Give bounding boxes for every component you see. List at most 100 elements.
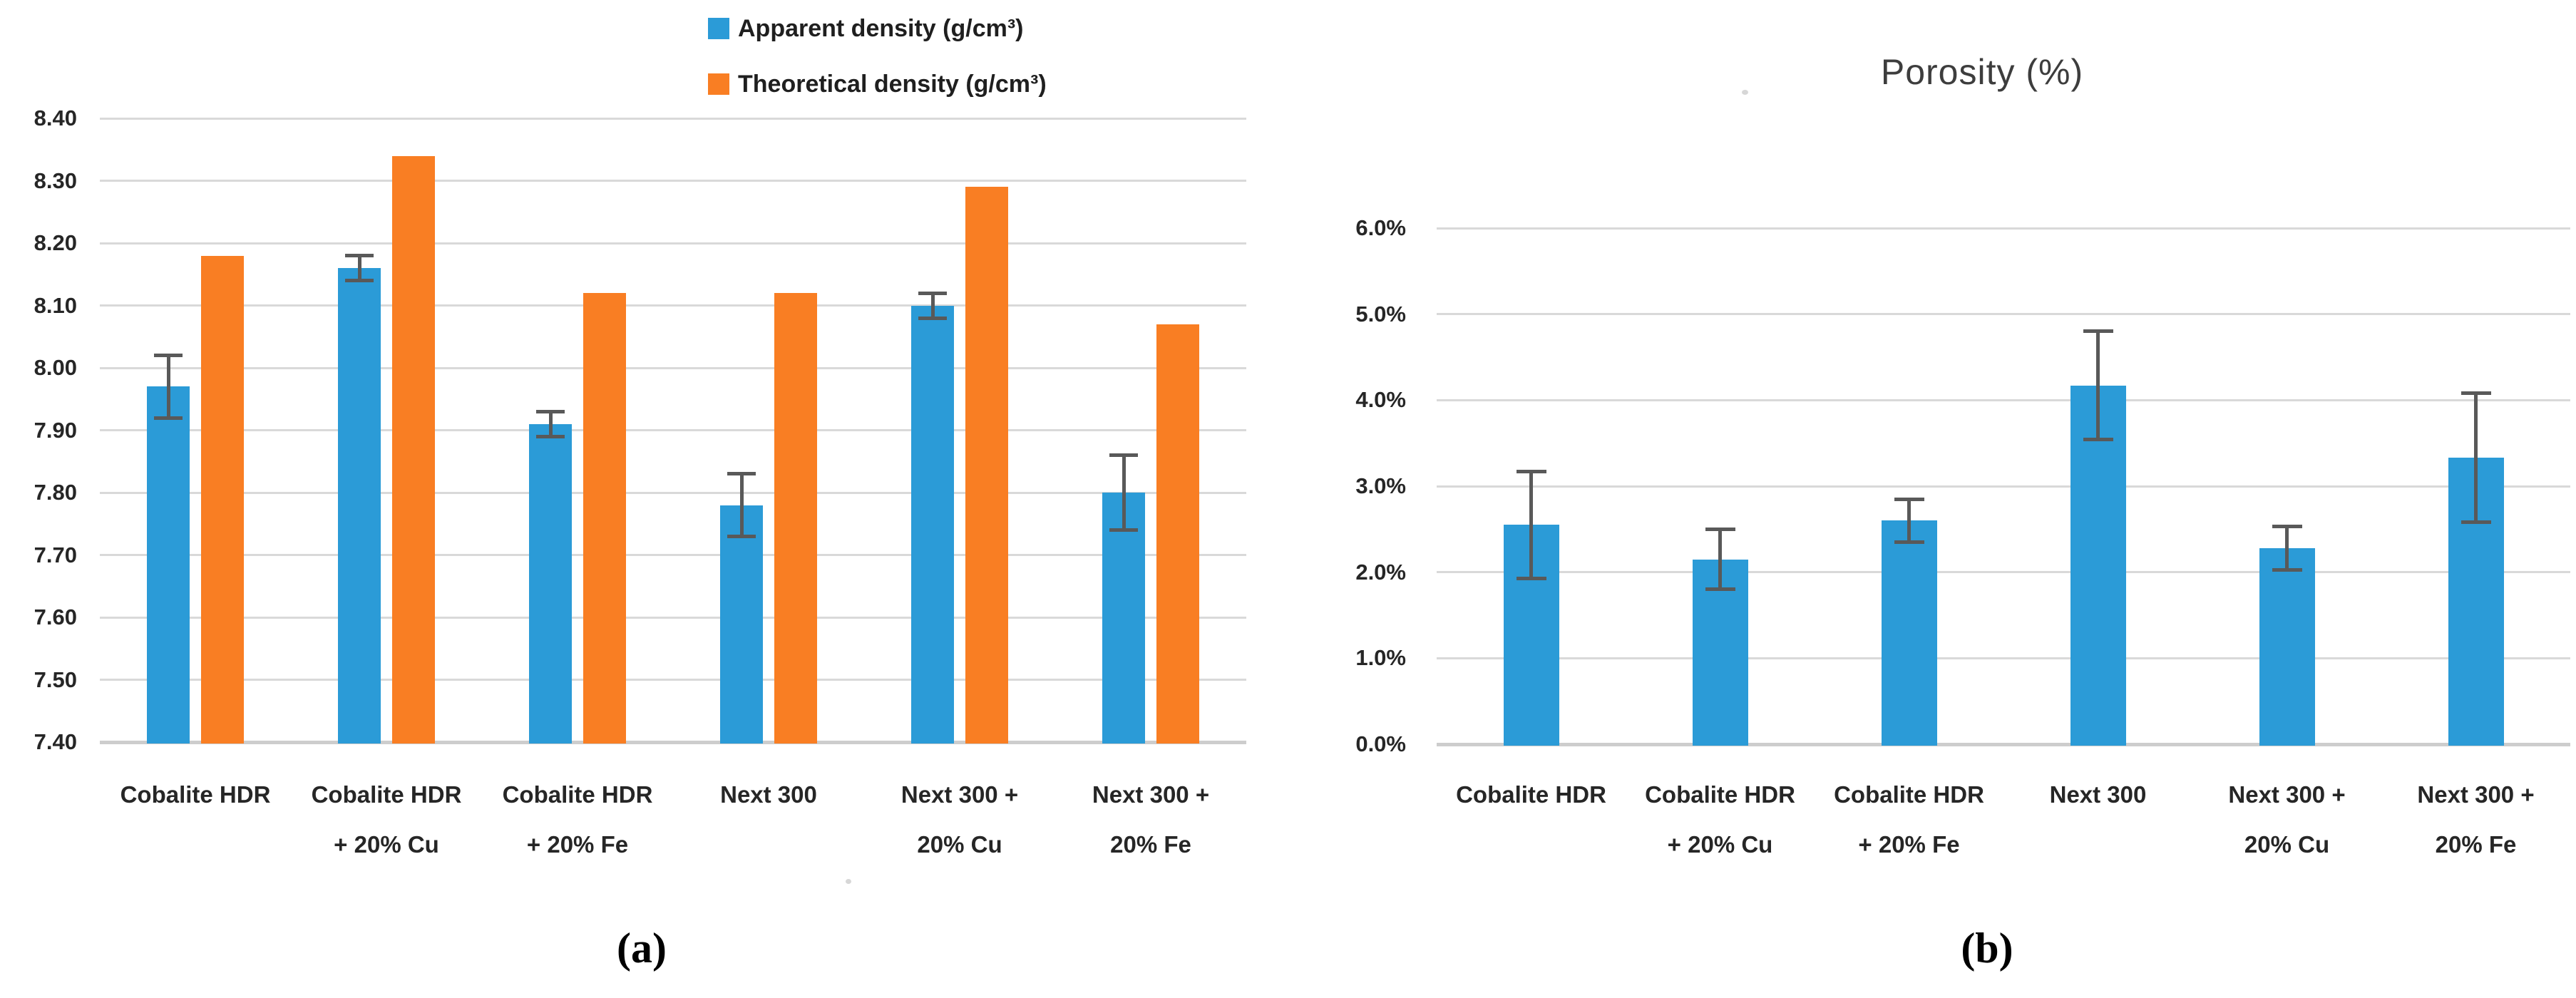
- category-label-line: Next 300 +: [1092, 781, 1210, 808]
- error-bar-cap: [2460, 391, 2491, 396]
- category-label-line: Next 300: [720, 781, 817, 808]
- y-tick-label: 7.90: [34, 417, 77, 443]
- y-tick-label: 1.0%: [1355, 645, 1406, 671]
- category-label: Next 300: [673, 770, 864, 820]
- legend-label-theoretical-density: Theoretical density (g/cm³): [738, 70, 1047, 98]
- bar: [338, 268, 381, 744]
- error-bar-cap: [1109, 453, 1138, 457]
- error-bar: [548, 411, 553, 437]
- error-bar-cap: [536, 434, 565, 438]
- y-tick-label: 5.0%: [1355, 301, 1406, 326]
- gridline: [1437, 398, 2570, 401]
- error-bar-cap: [1109, 528, 1138, 532]
- category-label: Cobalite HDR + 20% Fe: [1815, 770, 2003, 870]
- bar: [583, 293, 626, 744]
- bar: [1156, 324, 1199, 744]
- category-label-line: + 20% Fe: [526, 831, 629, 858]
- error-bar-cap: [1894, 497, 1924, 501]
- bar: [1881, 520, 1937, 746]
- error-bar-cap: [2460, 520, 2491, 525]
- category-label-line: Cobalite HDR: [1456, 781, 1606, 808]
- category-label-line: 20% Cu: [917, 831, 1002, 858]
- error-bar: [1122, 455, 1126, 530]
- bar: [392, 155, 435, 744]
- error-bar: [1718, 529, 1722, 590]
- gridline: [100, 616, 1246, 619]
- legend-label-apparent-density: Apparent density (g/cm³): [738, 14, 1024, 42]
- x-axis-line: [1437, 742, 2570, 746]
- category-label-line: Next 300 +: [2228, 781, 2346, 808]
- category-label-line: Next 300 +: [900, 781, 1019, 808]
- category-label: Next 300: [2003, 770, 2192, 820]
- category-label-line: + 20% Fe: [1858, 831, 1960, 858]
- y-tick-label: 8.40: [34, 106, 77, 130]
- error-bar-cap: [1705, 527, 1735, 531]
- error-bar-cap: [2272, 567, 2302, 572]
- category-label: Next 300 + 20% Fe: [1055, 770, 1246, 870]
- category-label: Cobalite HDR: [100, 770, 291, 820]
- legend: Apparent density (g/cm³) Theoretical den…: [708, 13, 1047, 100]
- error-bar-cap: [727, 534, 756, 538]
- gridline: [1437, 313, 2570, 316]
- category-label-line: Cobalite HDR: [311, 781, 462, 808]
- caption-b: (b): [1961, 925, 2013, 972]
- gridline: [1437, 227, 2570, 230]
- category-label-line: Cobalite HDR: [502, 781, 653, 808]
- porosity-chart-title: Porosity (%): [1880, 52, 2084, 92]
- bar: [911, 305, 954, 744]
- legend-swatch-blue-icon: [708, 18, 729, 39]
- error-bar: [1529, 471, 1533, 579]
- bar: [2259, 547, 2315, 746]
- bar: [529, 423, 572, 744]
- y-tick-label: 8.30: [34, 168, 77, 193]
- x-axis-line: [100, 740, 1246, 744]
- y-tick-label: 7.40: [34, 729, 77, 754]
- error-bar: [1907, 499, 1911, 542]
- error-bar-cap: [345, 254, 374, 257]
- bar: [774, 293, 817, 744]
- category-label: Cobalite HDR + 20% Cu: [1626, 770, 1815, 870]
- error-bar-cap: [918, 291, 947, 295]
- y-tick-label: 6.0%: [1355, 215, 1406, 240]
- error-bar: [2096, 331, 2100, 440]
- error-bar: [357, 255, 361, 281]
- y-tick-label: 7.50: [34, 667, 77, 692]
- category-label-line: 20% Fe: [2435, 831, 2517, 858]
- category-label: Cobalite HDR: [1437, 770, 1626, 820]
- gridline: [100, 180, 1246, 182]
- error-bar: [2285, 526, 2289, 570]
- legend-swatch-orange-icon: [708, 73, 729, 95]
- bar: [2070, 385, 2126, 746]
- y-tick-label: 0.0%: [1355, 731, 1406, 756]
- category-label-line: Cobalite HDR: [1834, 781, 1984, 808]
- category-label: Cobalite HDR + 20% Cu: [291, 770, 482, 870]
- artifact-speck: [846, 879, 851, 884]
- legend-item-apparent-density: Apparent density (g/cm³): [708, 13, 1047, 44]
- y-tick-label: 2.0%: [1355, 559, 1406, 585]
- y-tick-label: 7.60: [34, 605, 77, 629]
- artifact-speck: [1742, 90, 1748, 95]
- error-bar-cap: [1516, 469, 1546, 473]
- error-bar: [739, 473, 744, 537]
- category-label: Next 300 + 20% Cu: [864, 770, 1055, 870]
- error-bar: [2474, 393, 2478, 523]
- error-bar-cap: [1705, 587, 1735, 592]
- category-label-line: Cobalite HDR: [1645, 781, 1795, 808]
- category-label-line: + 20% Cu: [334, 831, 439, 858]
- gridline: [100, 304, 1246, 307]
- y-tick-label: 4.0%: [1355, 387, 1406, 413]
- y-tick-label: 7.70: [34, 542, 77, 567]
- category-label-line: Cobalite HDR: [120, 781, 271, 808]
- category-label: Cobalite HDR + 20% Fe: [482, 770, 673, 870]
- y-tick-label: 8.10: [34, 292, 77, 318]
- bar: [201, 255, 244, 744]
- category-label-line: + 20% Cu: [1667, 831, 1773, 858]
- gridline: [100, 366, 1246, 369]
- caption-a: (a): [617, 925, 667, 972]
- category-label-line: 20% Cu: [2244, 831, 2330, 858]
- error-bar-cap: [154, 354, 183, 357]
- bar: [147, 386, 190, 744]
- bar: [720, 505, 763, 744]
